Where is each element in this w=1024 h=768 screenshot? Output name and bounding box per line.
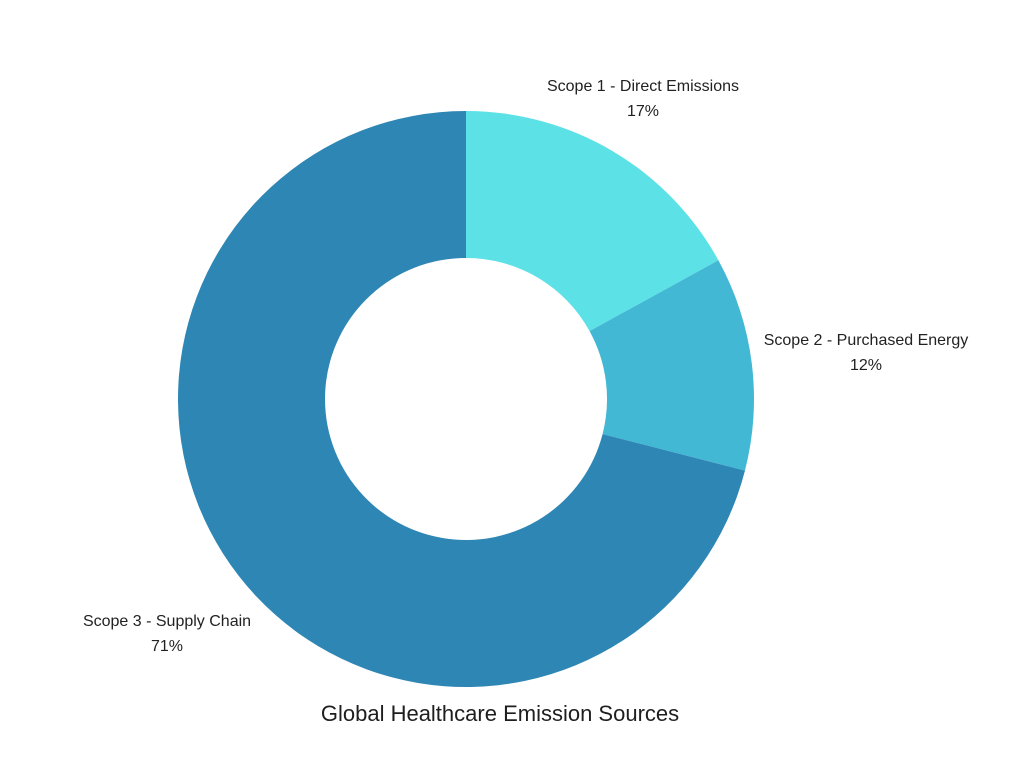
slice-percent-label: 17% (626, 103, 660, 120)
slice-category-label: Scope 1 - Direct Emissions (546, 78, 740, 95)
donut-slice-2 (589, 260, 755, 471)
slice-percent-label: 71% (150, 638, 184, 655)
slice-category-label: Scope 3 - Supply Chain (82, 613, 252, 630)
slice-label-scope-1: Scope 1 - Direct Emissions 17% (547, 74, 739, 124)
donut-slice-3 (177, 110, 745, 687)
donut-slice-1 (466, 111, 719, 332)
slice-label-scope-2: Scope 2 - Purchased Energy 12% (764, 328, 969, 378)
slice-category-label: Scope 2 - Purchased Energy (763, 332, 969, 349)
slice-percent-label: 12% (849, 357, 883, 374)
chart-title: Global Healthcare Emission Sources (320, 701, 680, 726)
slice-label-scope-3: Scope 3 - Supply Chain 71% (83, 609, 251, 659)
